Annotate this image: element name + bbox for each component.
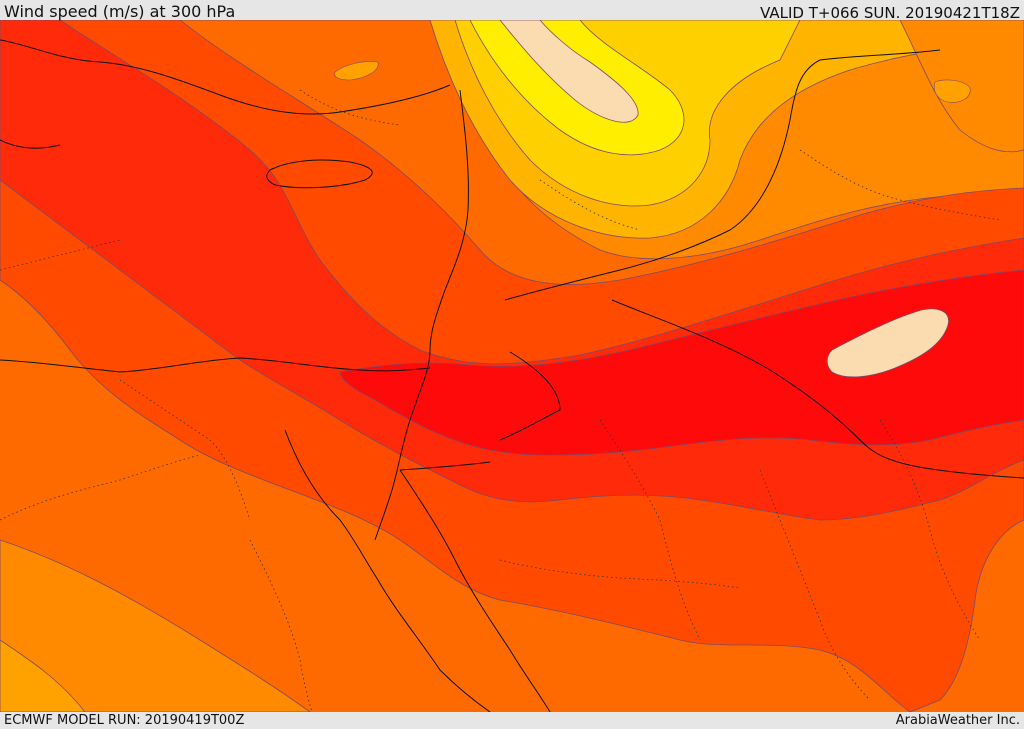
- band-small-light-2: [334, 61, 379, 81]
- wind-speed-map: [0, 20, 1024, 712]
- model-run: ECMWF MODEL RUN: 20190419T00Z: [4, 713, 245, 728]
- map-area: [0, 20, 1024, 712]
- internal-borders: [0, 89, 1001, 712]
- brand-credit: ArabiaWeather Inc.: [895, 713, 1020, 728]
- band-max-east: [826, 308, 949, 378]
- band-lower-left-2: [0, 539, 311, 712]
- band-small-light: [933, 79, 971, 103]
- coastlines: [0, 39, 1024, 712]
- footer-bar: ECMWF MODEL RUN: 20190419T00Z ArabiaWeat…: [0, 712, 1024, 729]
- header-bar: Wind speed (m/s) at 300 hPa VALID T+066 …: [0, 0, 1024, 22]
- band-lower-left-1: [0, 639, 86, 712]
- valid-time: VALID T+066 SUN. 20190421T18Z: [760, 4, 1020, 22]
- band-yellow-max: [499, 20, 639, 123]
- band-6: [339, 269, 1024, 456]
- map-title: Wind speed (m/s) at 300 hPa: [4, 2, 236, 21]
